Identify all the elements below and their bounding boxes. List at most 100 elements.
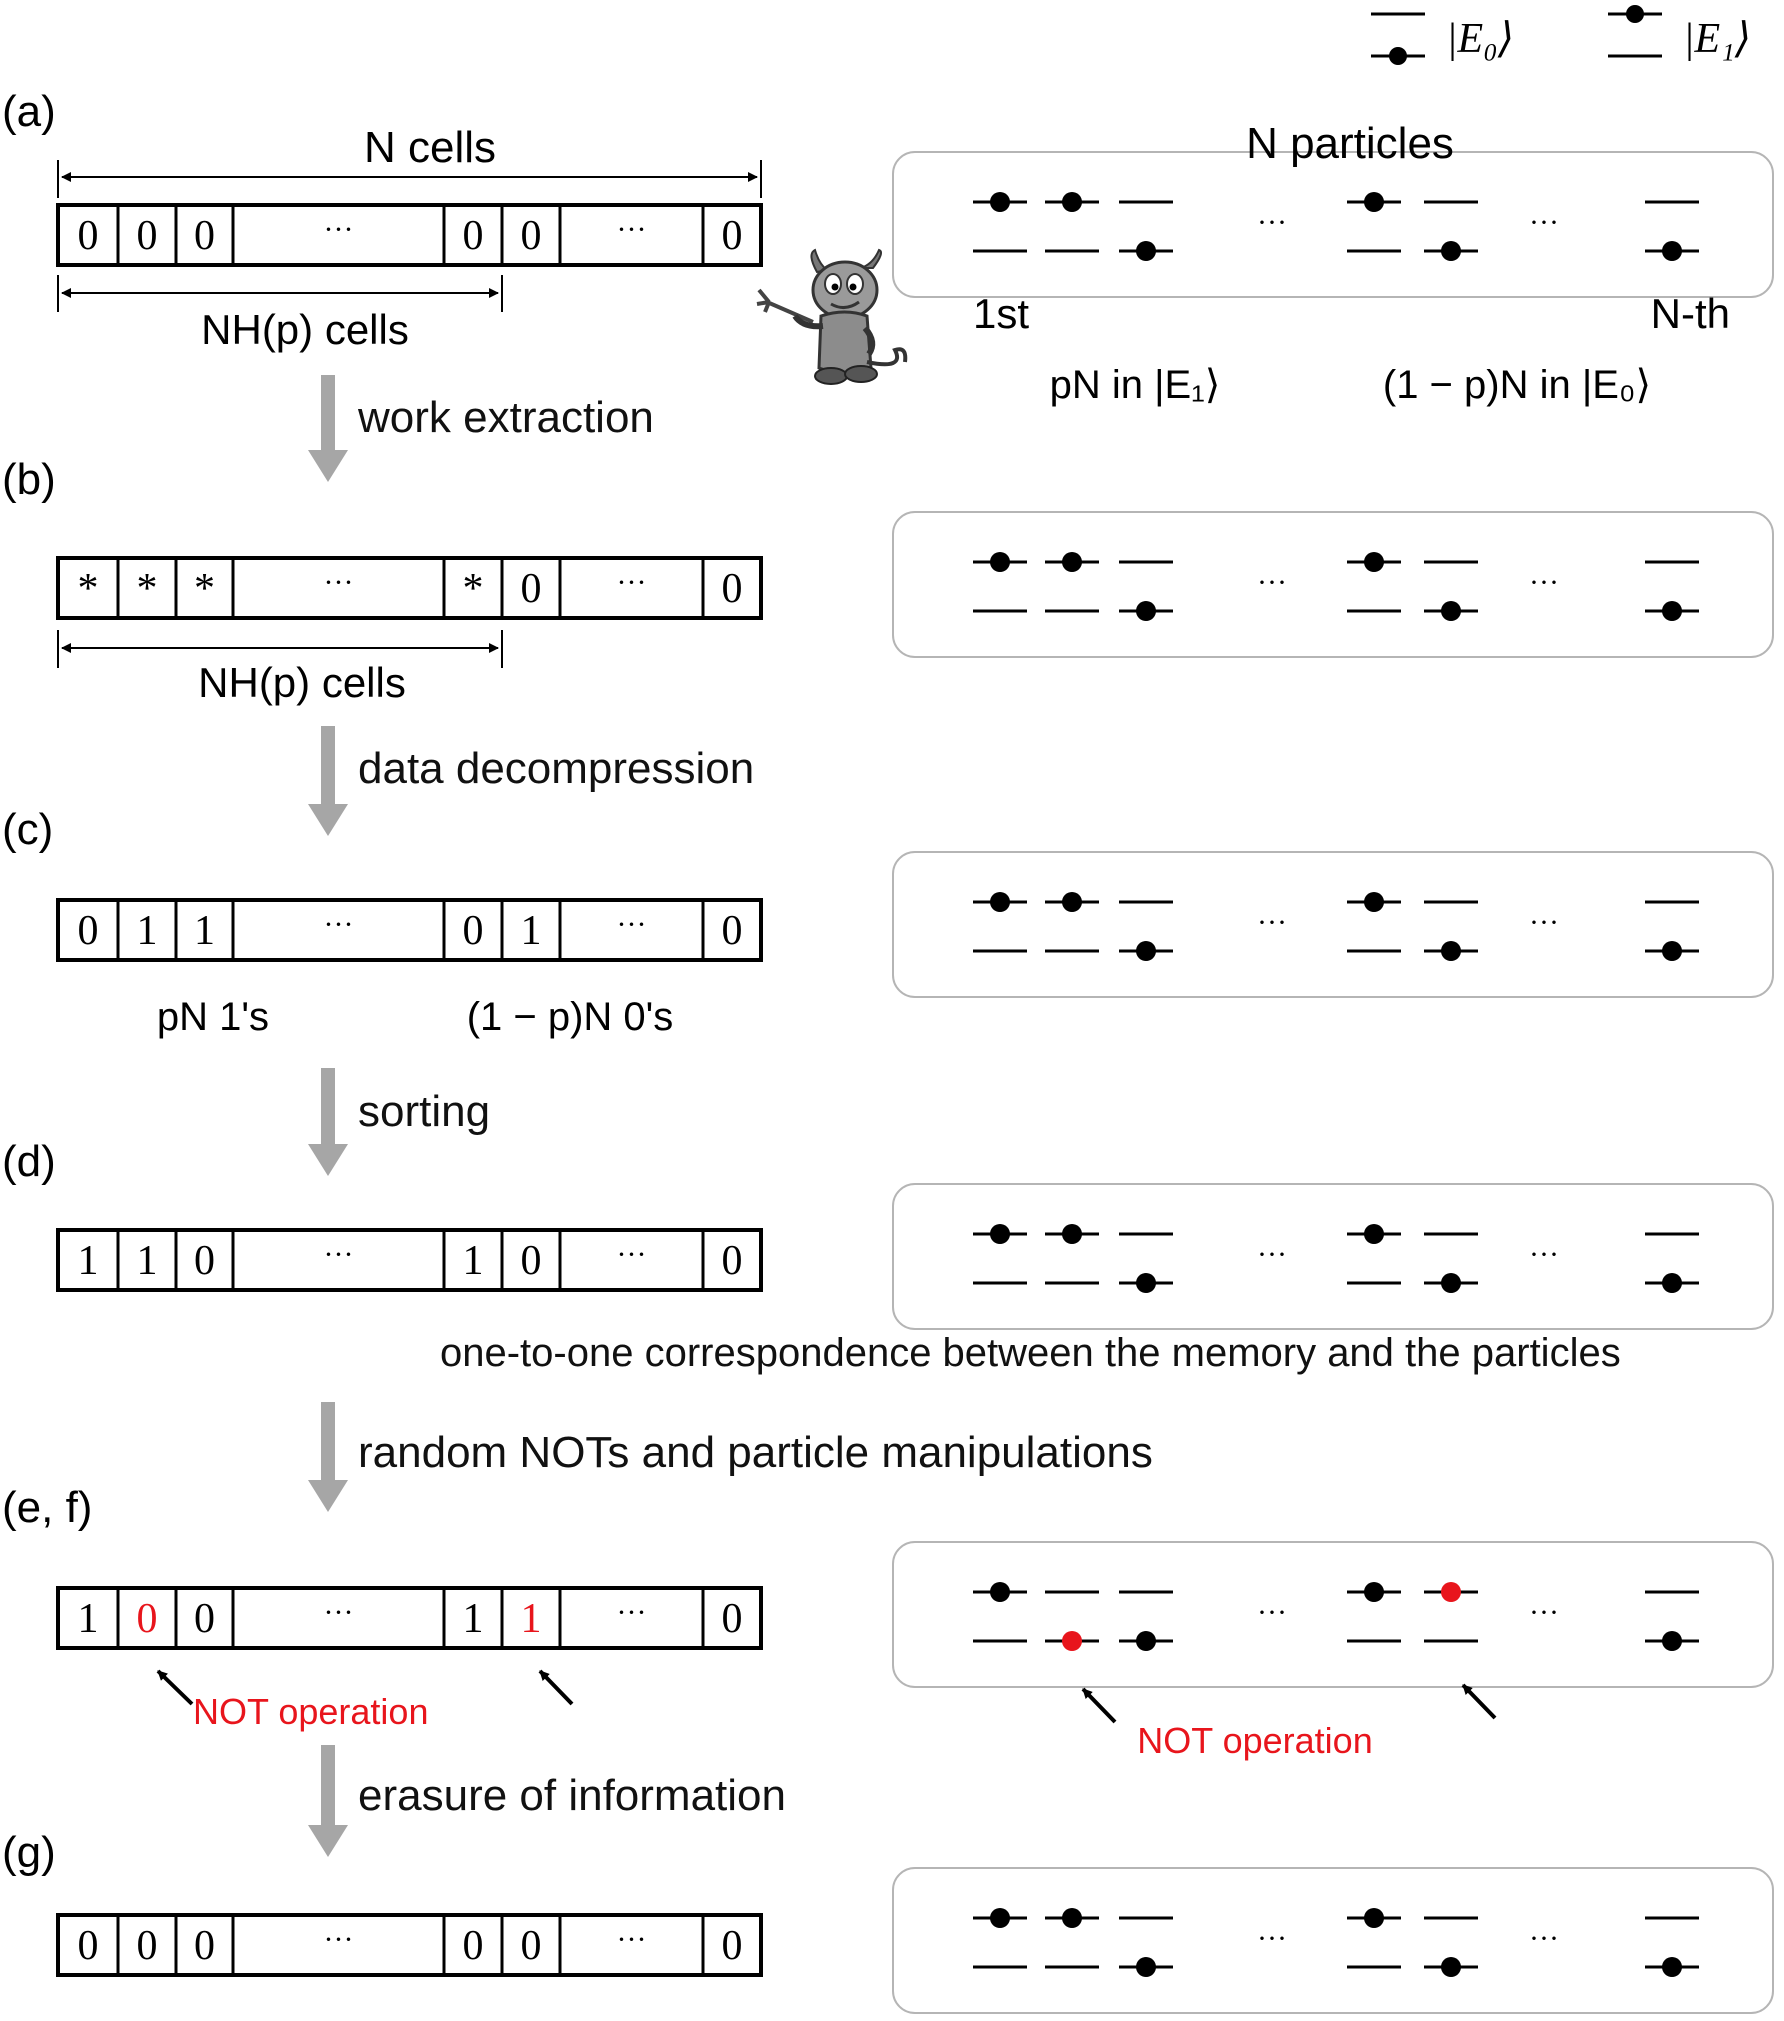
step-label-data-decompression: data decompression — [358, 744, 754, 793]
tape-cell-value: 0 — [722, 908, 743, 954]
n-cells-label: N cells — [364, 123, 496, 172]
particle-ellipsis: ··· — [1257, 206, 1287, 239]
panel-label-d: (d) — [2, 1137, 56, 1186]
memory-tape-g: 0 0 0 ··· 0 0 ··· 0 — [56, 1913, 763, 1977]
particle-up-state — [973, 892, 1027, 953]
step-arrow-shaft — [321, 375, 335, 452]
tape-cell-value: 0 — [521, 566, 542, 612]
particle-down-state — [1119, 900, 1173, 961]
particle-dot — [990, 552, 1010, 572]
memory-tapes: 0 0 0 ··· 0 0 ··· 0* * * ··· * 0 ··· 00 1 1 ··· 0 1 ··· 01 1 0 ·… — [56, 203, 763, 1977]
particle-box-d: ··· ··· — [892, 1183, 1774, 1330]
particle-down-state — [1119, 1590, 1173, 1651]
tape-cell-value: 0 — [137, 213, 158, 259]
particle-up-state — [1347, 1908, 1401, 1969]
tape-cell-value: 1 — [78, 1238, 99, 1284]
particle-down-state — [1645, 1916, 1699, 1977]
tape-cell-value: 1 — [463, 1238, 484, 1284]
tape-ellipsis: ··· — [324, 213, 354, 246]
panel-label-g: (g) — [2, 1828, 56, 1877]
particle-up-state — [1347, 552, 1401, 613]
tape-cell-value: 1 — [521, 1596, 542, 1642]
tape-ellipsis: ··· — [617, 213, 647, 246]
tape-cell-value: 1 — [463, 1596, 484, 1642]
nhp-cells-span-a — [57, 275, 503, 312]
particle-box-outline — [892, 511, 1774, 658]
tape-outline — [56, 556, 763, 620]
tape-cell-value: * — [137, 566, 158, 612]
particle-dot — [1364, 552, 1384, 572]
particle-dot — [1662, 1273, 1682, 1293]
particle-box-g: ··· ··· — [892, 1867, 1774, 2014]
tape-ellipsis: ··· — [324, 566, 354, 599]
particle-dot — [990, 1908, 1010, 1928]
particle-dot — [1662, 941, 1682, 961]
particle-up-state — [973, 1582, 1027, 1643]
tape-cell-value: 0 — [463, 213, 484, 259]
tape-cell-value: 0 — [521, 1923, 542, 1969]
tape-cell-value: * — [463, 566, 484, 612]
particle-down-state — [1045, 1590, 1099, 1651]
panel-label-ef: (e, f) — [2, 1483, 92, 1532]
tape-cell-value: 0 — [78, 1923, 99, 1969]
particle-dot — [1441, 1957, 1461, 1977]
tape-outline — [56, 1913, 763, 1977]
not-arrows-particles — [1081, 1683, 1497, 1724]
particle-down-state — [1645, 560, 1699, 621]
particle-dot — [1364, 192, 1384, 212]
particle-dot — [1136, 241, 1156, 261]
step-arrow-head — [308, 450, 348, 482]
memory-tape-a: 0 0 0 ··· 0 0 ··· 0 — [56, 203, 763, 267]
pn-ones-label: pN 1's — [157, 995, 269, 1039]
particle-dot — [1364, 1582, 1384, 1602]
devil-mascot-icon — [756, 248, 908, 385]
particle-down-state — [1424, 1916, 1478, 1977]
tape-cell-value: 0 — [194, 1238, 215, 1284]
tape-ellipsis: ··· — [617, 1596, 647, 1629]
particle-dot — [1364, 1908, 1384, 1928]
tape-cell-value: * — [194, 566, 215, 612]
particle-up-state — [1424, 1582, 1478, 1643]
particle-down-state — [1645, 1232, 1699, 1293]
tape-cell-value: 0 — [194, 1923, 215, 1969]
particle-ellipsis: ··· — [1529, 1238, 1559, 1271]
memory-tape-ef: 1 0 0 ··· 1 1 ··· 0 — [56, 1586, 763, 1650]
particle-ellipsis: ··· — [1529, 1596, 1559, 1629]
not-operation-label-memory: NOT operation — [193, 1691, 428, 1732]
memory-tape-d: 1 1 0 ··· 1 0 ··· 0 — [56, 1228, 763, 1292]
tape-outline — [56, 898, 763, 962]
tape-outline — [56, 1228, 763, 1292]
particle-dot — [1136, 601, 1156, 621]
pn-in-e1-label: pN in |E₁⟩ — [1050, 363, 1221, 407]
tape-cell-value: 1 — [194, 908, 215, 954]
memory-tape-b: * * * ··· * 0 ··· 0 — [56, 556, 763, 620]
legend-ground-label: |E₀⟩ — [1446, 16, 1514, 62]
tape-ellipsis: ··· — [617, 1238, 647, 1271]
step-label-sorting: sorting — [358, 1087, 490, 1136]
step-arrow-5 — [308, 1745, 348, 1857]
particle-up-state — [1045, 892, 1099, 953]
tape-cell-value: 0 — [463, 908, 484, 954]
tape-cell-value: 0 — [722, 1923, 743, 1969]
n-particles-label: N particles — [1246, 119, 1454, 168]
particle-dot — [1441, 241, 1461, 261]
step-arrow-2 — [308, 726, 348, 836]
step-arrows — [308, 375, 348, 1857]
particle-box-ef: ··· ··· — [892, 1541, 1774, 1688]
particle-box-a: ··· ··· — [892, 151, 1774, 298]
particle-dot — [1662, 1631, 1682, 1651]
particle-ellipsis: ··· — [1529, 206, 1559, 239]
particle-down-state — [1424, 1232, 1478, 1293]
tape-ellipsis: ··· — [324, 1596, 354, 1629]
particle-up-state — [1347, 892, 1401, 953]
panel-labels: (a) (b) (c) (d) (e, f) (g) — [2, 87, 92, 1877]
particle-dot — [1136, 1273, 1156, 1293]
particle-dot — [1136, 1631, 1156, 1651]
step-arrow-head — [308, 1825, 348, 1857]
particle-dot — [990, 192, 1010, 212]
tape-ellipsis: ··· — [617, 566, 647, 599]
n-cells-span — [57, 160, 762, 198]
particle-box-c: ··· ··· — [892, 851, 1774, 998]
particle-up-state — [973, 192, 1027, 253]
particle-dot — [1062, 1631, 1082, 1651]
